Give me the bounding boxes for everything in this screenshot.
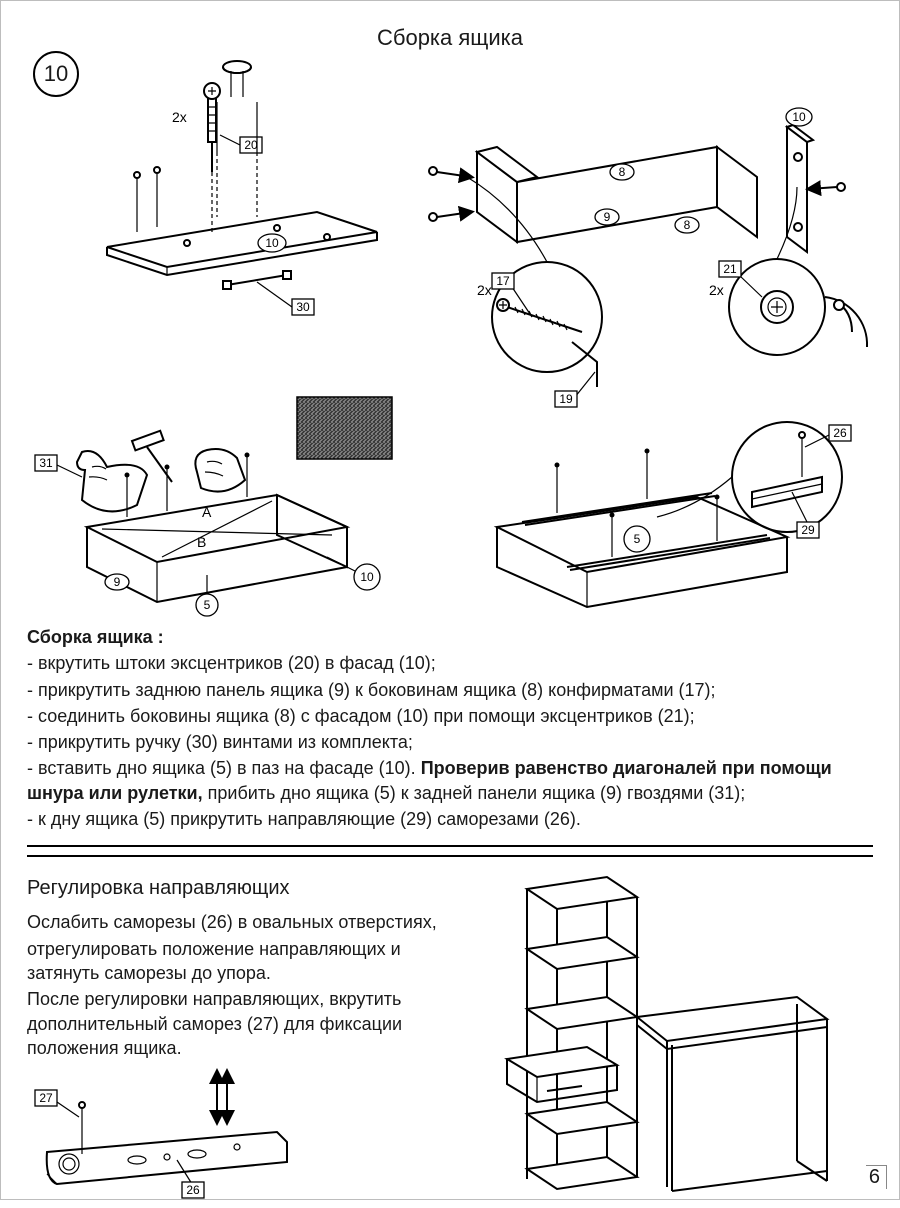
callout-9a: 9: [604, 210, 611, 224]
page-number: 6: [866, 1165, 887, 1189]
callout-26a: 26: [833, 426, 847, 440]
qty-2x-b: 2x: [477, 282, 492, 298]
section-divider-2: [27, 855, 873, 857]
callout-29: 29: [801, 523, 815, 537]
section-adjustment: Регулировка направляющих Ослабить саморе…: [27, 869, 873, 1208]
instructions-heading: Сборка ящика :: [27, 625, 873, 649]
instructions-block: Сборка ящика : - вкрутить штоки эксцентр…: [27, 625, 873, 831]
adjustment-title: Регулировка направляющих: [27, 875, 440, 902]
adjustment-text: Регулировка направляющих Ослабить саморе…: [27, 869, 440, 1208]
callout-8a: 8: [619, 165, 626, 179]
subfig-fascia: 10 2x 20: [107, 61, 377, 315]
instr-line-3: - соединить боковины ящика (8) с фасадом…: [27, 704, 873, 728]
callout-26b: 26: [186, 1183, 200, 1197]
callout-5b: 5: [634, 532, 641, 546]
callout-31: 31: [39, 456, 53, 470]
diagram-area: 10 2x 20: [27, 57, 873, 617]
callout-10b: 10: [792, 110, 806, 124]
instr-line-1: - вкрутить штоки эксцентриков (20) в фас…: [27, 651, 873, 675]
qty-2x-a: 2x: [172, 109, 187, 125]
assembly-diagram: 10 2x 20: [27, 57, 877, 617]
page-title: Сборка ящика: [27, 25, 873, 51]
instr-line-6: - к дну ящика (5) прикрутить направляющи…: [27, 807, 873, 831]
page-frame: Сборка ящика 10: [0, 0, 900, 1200]
qty-2x-c: 2x: [709, 282, 724, 298]
diag-a: A: [202, 504, 212, 520]
instructions-lines: - вкрутить штоки эксцентриков (20) в фас…: [27, 651, 873, 831]
instr-line-5-post: прибить дно ящика (5) к задней панели ящ…: [208, 783, 746, 803]
callout-27: 27: [39, 1091, 53, 1105]
instr-line-2: - прикрутить заднюю панель ящика (9) к б…: [27, 678, 873, 702]
callout-10: 10: [265, 236, 279, 250]
adj-p3: После регулировки направляющих, вкрутить…: [27, 987, 440, 1060]
subfig-bottom-nail: A B: [35, 397, 392, 616]
desk-with-shelving-diagram: [487, 869, 847, 1199]
diag-b: B: [197, 534, 206, 550]
callout-10c: 10: [360, 570, 374, 584]
callout-30: 30: [296, 300, 310, 314]
callout-20: 20: [244, 138, 258, 152]
subfig-drawer-box: 8 9 8 10: [429, 108, 867, 407]
adj-p2: отрегулировать положение направляющих и …: [27, 937, 440, 986]
callout-21: 21: [723, 262, 737, 276]
product-figure: [460, 869, 873, 1208]
instr-line-5-pre: - вставить дно ящика (5) в паз на фасаде…: [27, 758, 421, 778]
callout-17: 17: [496, 274, 510, 288]
callout-19: 19: [559, 392, 573, 406]
instr-line-4: - прикрутить ручку (30) винтами из компл…: [27, 730, 873, 754]
section-divider-1: [27, 845, 873, 847]
instr-line-5: - вставить дно ящика (5) в паз на фасаде…: [27, 756, 873, 805]
rail-adjust-diagram: 27 26: [27, 1062, 327, 1202]
adj-p1: Ослабить саморезы (26) в овальных отверс…: [27, 910, 440, 934]
subfig-runners: 5: [497, 422, 851, 607]
callout-8b: 8: [684, 218, 691, 232]
callout-5a: 5: [204, 598, 211, 612]
callout-9b: 9: [114, 575, 121, 589]
